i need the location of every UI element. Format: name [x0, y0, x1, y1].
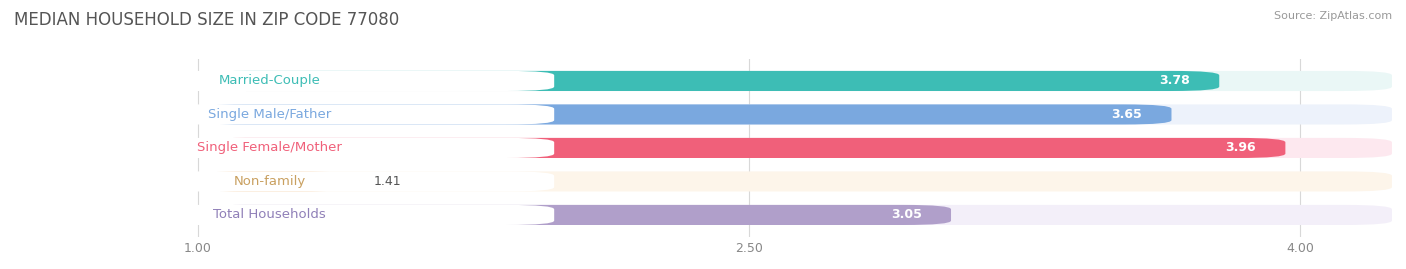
FancyBboxPatch shape	[0, 171, 554, 192]
FancyBboxPatch shape	[0, 205, 554, 225]
Text: 3.65: 3.65	[1111, 108, 1142, 121]
FancyBboxPatch shape	[0, 71, 554, 91]
Text: 1.41: 1.41	[374, 175, 402, 188]
FancyBboxPatch shape	[198, 71, 1219, 91]
Text: 3.05: 3.05	[891, 208, 921, 221]
Text: Married-Couple: Married-Couple	[218, 75, 321, 87]
Text: Single Male/Father: Single Male/Father	[208, 108, 330, 121]
FancyBboxPatch shape	[198, 138, 1392, 158]
Text: Source: ZipAtlas.com: Source: ZipAtlas.com	[1274, 11, 1392, 21]
FancyBboxPatch shape	[198, 171, 349, 192]
Text: Total Households: Total Households	[214, 208, 326, 221]
FancyBboxPatch shape	[198, 171, 1392, 192]
Text: Single Female/Mother: Single Female/Mother	[197, 141, 342, 154]
FancyBboxPatch shape	[0, 138, 554, 158]
FancyBboxPatch shape	[198, 205, 1392, 225]
Text: 3.96: 3.96	[1226, 141, 1256, 154]
Text: Non-family: Non-family	[233, 175, 305, 188]
FancyBboxPatch shape	[198, 104, 1171, 125]
Text: MEDIAN HOUSEHOLD SIZE IN ZIP CODE 77080: MEDIAN HOUSEHOLD SIZE IN ZIP CODE 77080	[14, 11, 399, 29]
FancyBboxPatch shape	[198, 104, 1392, 125]
FancyBboxPatch shape	[0, 104, 554, 125]
FancyBboxPatch shape	[198, 71, 1392, 91]
FancyBboxPatch shape	[198, 205, 950, 225]
FancyBboxPatch shape	[198, 138, 1285, 158]
Text: 3.78: 3.78	[1159, 75, 1189, 87]
